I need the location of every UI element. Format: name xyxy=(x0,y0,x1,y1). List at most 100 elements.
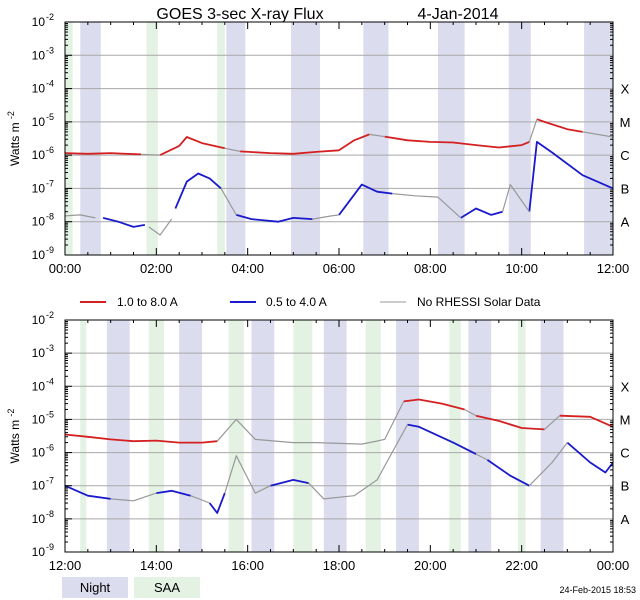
panel-2: 10-910-810-710-610-510-410-310 -212:00 14:… xyxy=(6,310,630,573)
y-tick-exponent-2-6: -3 xyxy=(46,343,54,353)
saa-key-swatch xyxy=(134,577,200,598)
x-tick-label-1-6: 12:00 xyxy=(597,261,630,276)
x-tick-label-2-5: 22:00 xyxy=(505,558,538,573)
x-tick-label-2-1: 14:00 xyxy=(140,558,173,573)
flare-class-a-2: A xyxy=(621,512,630,527)
series-long-2-3 xyxy=(475,414,545,431)
y-tick-label-2-0: 10 xyxy=(32,545,46,559)
legend: 1.0 to 8.0 A 0.5 to 4.0 A No RHESSI Sola… xyxy=(80,295,541,309)
legend-short-label: 0.5 to 4.0 A xyxy=(266,295,327,309)
series-gap-1-10 xyxy=(528,119,538,143)
x-tick-label-1-0: 00:00 xyxy=(49,261,82,276)
saa-band-2-4 xyxy=(293,320,313,552)
chart-date: 4-Jan-2014 xyxy=(418,6,499,23)
series-short-1-3 xyxy=(236,214,313,223)
series-short-1-5 xyxy=(460,207,503,219)
y-tick-label-2-3: 10 xyxy=(32,446,46,460)
x-tick-label-2-6: 00:00 xyxy=(597,558,630,573)
night-band-1-5 xyxy=(437,22,465,255)
y-tick-exponent-1-0: -9 xyxy=(46,245,54,255)
series-short-2-3 xyxy=(208,492,226,514)
timestamp: 24-Feb-2015 18:53 xyxy=(559,585,636,595)
saa-band-2-5 xyxy=(365,320,381,552)
series-short-2-5 xyxy=(407,423,477,455)
series-long-1-3 xyxy=(240,133,370,155)
saa-key-label: SAA xyxy=(154,580,180,595)
saa-band-2-7 xyxy=(517,320,526,552)
x-tick-label-1-3: 06:00 xyxy=(323,261,356,276)
series-short-1-1 xyxy=(102,217,146,228)
night-band-1-2 xyxy=(226,22,246,255)
y-tick-exponent-1-2: -7 xyxy=(46,178,54,188)
night-band-1-6 xyxy=(508,22,531,255)
saa-band-1-1 xyxy=(65,22,73,255)
y-tick-exponent-2-4: -5 xyxy=(46,409,54,419)
y-tick-label-1-7: 10 xyxy=(32,15,46,29)
series-long-1-1 xyxy=(64,152,142,156)
series-short-2-6 xyxy=(486,459,530,487)
flare-class-c-1: C xyxy=(620,148,629,163)
y-tick-exponent-1-6: -3 xyxy=(46,45,54,55)
y-tick-exponent-1-3: -6 xyxy=(46,145,54,155)
y-tick-exponent-1-1: -8 xyxy=(46,212,54,222)
series-short-2-7 xyxy=(566,441,614,474)
y-axis-label-2: Watts m -2 xyxy=(6,409,22,464)
series-long-2-4 xyxy=(559,414,614,428)
x-tick-label-2-0: 12:00 xyxy=(49,558,82,573)
series-gap-1-8 xyxy=(392,193,462,219)
night-band-1-4 xyxy=(363,22,389,255)
series-gap-1-1 xyxy=(64,214,96,219)
series-gap-2-7 xyxy=(475,453,488,461)
y-tick-label-2-6: 10 xyxy=(32,346,46,360)
night-band-2-1 xyxy=(106,320,130,552)
night-band-1-3 xyxy=(291,22,320,255)
x-tick-label-2-3: 18:00 xyxy=(323,558,356,573)
y-tick-exponent-2-7: -2 xyxy=(46,310,54,320)
y-tick-label-2-5: 10 xyxy=(32,379,46,393)
flare-class-b-1: B xyxy=(621,181,630,196)
flare-class-b-2: B xyxy=(621,479,630,494)
flare-class-m-2: M xyxy=(620,412,631,427)
saa-band-1-3 xyxy=(217,22,225,255)
legend-gap-label: No RHESSI Solar Data xyxy=(417,295,541,309)
y-tick-exponent-2-0: -9 xyxy=(46,542,54,552)
y-tick-exponent-1-4: -5 xyxy=(46,112,54,122)
x-tick-label-1-4: 08:00 xyxy=(414,261,447,276)
y-tick-exponent-1-5: -4 xyxy=(46,79,54,89)
series-gap-2-8 xyxy=(544,415,561,430)
series-gap-1-2 xyxy=(141,153,161,156)
y-tick-exponent-1-7: -2 xyxy=(46,12,54,22)
series-long-1-4 xyxy=(384,135,530,149)
series-gap-1-3 xyxy=(148,218,173,236)
y-tick-label-1-1: 10 xyxy=(32,215,46,229)
night-band-1-7 xyxy=(584,22,613,255)
saa-band-2-2 xyxy=(148,320,164,552)
night-key-label: Night xyxy=(80,580,111,595)
series-gap-1-5 xyxy=(220,188,237,216)
night-band-2-2 xyxy=(179,320,202,552)
y-tick-label-1-4: 10 xyxy=(32,115,46,129)
saa-band-1-2 xyxy=(146,22,158,255)
series-gap-2-1 xyxy=(110,492,157,502)
night-band-2-6 xyxy=(468,320,492,552)
key: Night SAA xyxy=(62,577,200,598)
flare-class-c-2: C xyxy=(620,446,629,461)
y-tick-label-1-6: 10 xyxy=(32,48,46,62)
chart-title: GOES 3-sec X-ray Flux xyxy=(156,6,323,23)
flare-class-m-1: M xyxy=(620,115,631,130)
series-gap-2-5 xyxy=(308,424,409,500)
series-short-1-4 xyxy=(338,183,393,216)
series-gap-1-11 xyxy=(582,131,614,138)
series-short-2-1 xyxy=(64,484,111,500)
series-gap-2-6 xyxy=(464,408,477,417)
y-axis-label-1: Watts m -2 xyxy=(6,111,22,166)
series-short-2-4 xyxy=(270,478,309,487)
series-short-1-6 xyxy=(528,140,614,212)
series-gap-1-6 xyxy=(312,214,340,220)
y-tick-label-1-0: 10 xyxy=(32,248,46,262)
series-gap-1-7 xyxy=(369,133,385,138)
night-key-swatch xyxy=(62,577,128,598)
y-tick-label-2-7: 10 xyxy=(32,313,46,327)
legend-long-label: 1.0 to 8.0 A xyxy=(117,295,178,309)
